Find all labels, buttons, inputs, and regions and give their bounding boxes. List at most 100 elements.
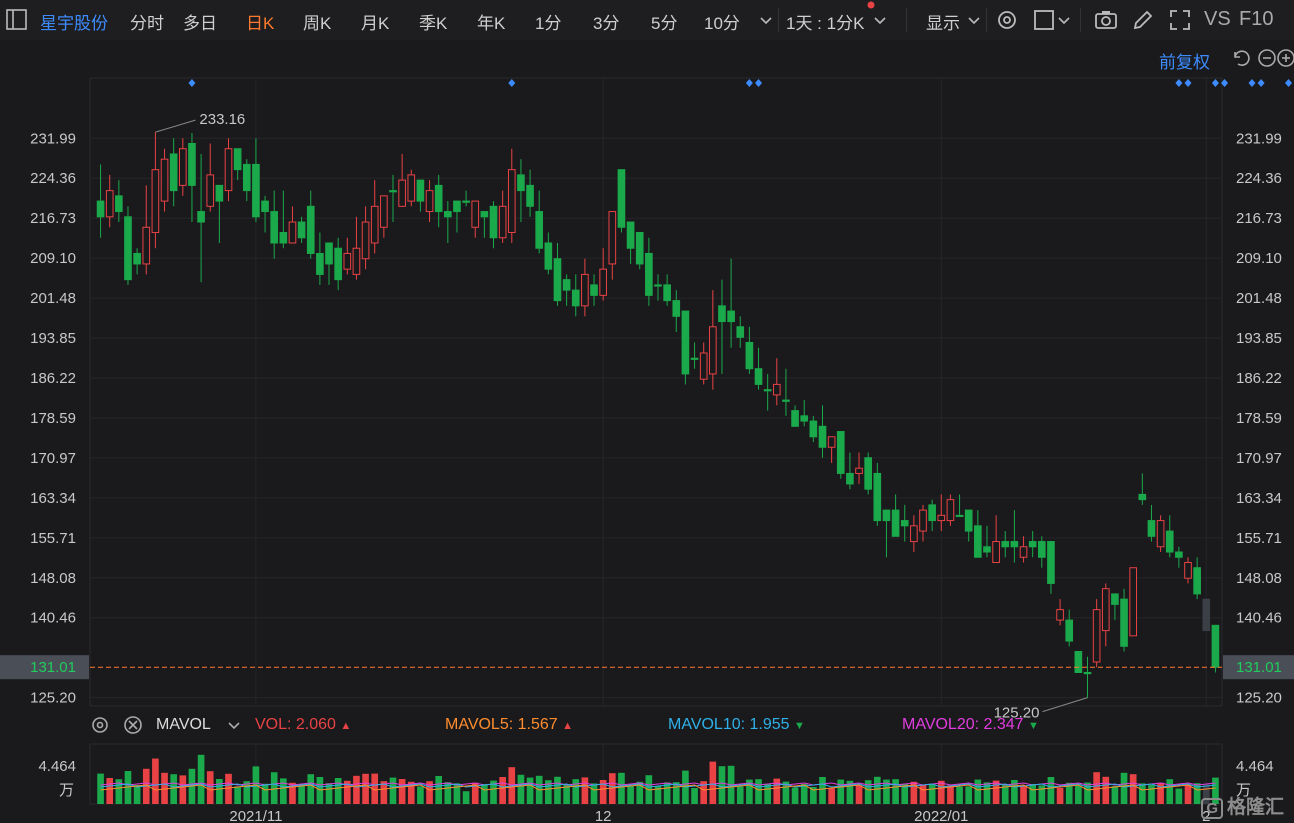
candle-body [425,190,434,213]
vs-button[interactable]: VS [1204,8,1231,30]
current-price-right: 131.01 [1236,659,1282,676]
candle-body [663,284,671,302]
volume-bar [864,780,872,804]
y-tick-right: 178.59 [1236,410,1282,427]
stock-name[interactable]: 星宇股份 [40,14,108,33]
volume-bar [572,779,580,804]
y-tick-left: 148.08 [30,570,76,587]
vol-y-tick-right: 4.464 [1236,758,1274,775]
chevron-down-icon[interactable] [1056,10,1072,30]
event-marker [755,79,763,87]
pencil-icon[interactable] [1131,8,1155,32]
candle-body [1175,551,1183,558]
candle-body [1001,541,1010,548]
volume-bar [298,784,305,804]
candle-body [407,174,416,202]
period-select[interactable]: 1天 : 1分K [786,14,865,33]
event-marker [745,79,753,87]
tab-8[interactable]: 3分 [593,14,620,33]
chevron-down-icon[interactable] [758,10,774,30]
volume-bar [965,786,973,804]
tab-1[interactable]: 多日 [183,14,217,33]
volume-bar [1065,782,1073,804]
tab-3[interactable]: 周K [303,14,332,33]
volume-bar [627,785,634,804]
event-marker [1175,79,1183,87]
volume-bar [1157,782,1164,804]
zoom-out-icon[interactable] [1257,48,1277,68]
volume-bar [234,786,241,804]
y-tick-left: 155.71 [30,530,76,547]
y-tick-left: 224.36 [30,170,76,187]
volume-bar [1084,782,1091,804]
y-tick-right: 193.85 [1236,330,1282,347]
candle-body [718,305,726,323]
vol-label-mavol10: MAVOL10: 1.955 ▼ [668,716,805,733]
volume-bar [1111,786,1119,804]
volume-bar [243,781,251,804]
candle-body [1120,598,1128,647]
notification-dot-icon [867,1,875,9]
adjust-select[interactable]: 前复权 [1159,53,1210,72]
volume-bar [545,780,552,804]
chevron-down-icon[interactable] [966,10,982,30]
max-label: 233.16 [199,111,245,128]
volume-bar [1029,784,1036,804]
candle-body [1138,493,1147,501]
sidebar-toggle-icon[interactable] [6,9,28,31]
volume-bar [1193,783,1201,804]
candle-body [736,326,745,338]
volume-bar [846,780,854,804]
chevron-down-icon[interactable] [872,10,888,30]
volume-bar [1212,777,1219,804]
candle-body [846,472,854,485]
volume-bar [855,785,863,804]
tab-4[interactable]: 月K [361,14,390,33]
tab-2[interactable]: 日K [246,14,275,33]
gear-icon[interactable] [90,715,110,735]
divider [778,8,779,32]
volume-bar [417,786,424,804]
fullscreen-icon[interactable] [1168,8,1192,32]
display-button[interactable]: 显示 [926,14,960,33]
candle-body [928,504,936,522]
volume-bar [663,782,671,804]
volume-bar [1001,785,1009,804]
chevron-down-icon[interactable] [226,718,242,734]
square-icon[interactable] [1033,8,1057,32]
camera-icon[interactable] [1094,8,1118,32]
tab-5[interactable]: 季K [419,14,448,33]
volume-bar [1020,786,1027,804]
y-tick-left: 231.99 [30,130,76,147]
f10-button[interactable]: F10 [1239,8,1274,30]
volume-bar [1056,788,1064,804]
volume-bar [517,774,525,804]
tab-9[interactable]: 5分 [651,14,678,33]
tab-10[interactable]: 10分 [704,14,740,33]
candle-body [1202,598,1211,632]
tab-6[interactable]: 年K [477,14,506,33]
volume-bar [152,758,159,804]
gear-icon[interactable] [995,8,1019,32]
candle-body [444,211,452,218]
zoom-in-icon[interactable] [1276,48,1294,68]
y-tick-right: 186.22 [1236,370,1282,387]
x-tick-label: 2022/01 [914,808,968,823]
candle-body [352,247,361,275]
volume-bar [444,782,452,804]
undo-icon[interactable] [1230,48,1250,68]
close-icon[interactable] [123,715,143,735]
tab-7[interactable]: 1分 [535,14,562,33]
candle-body [489,205,498,239]
volume-bar [197,754,205,804]
candle-body [992,541,1000,563]
candle-body [635,232,644,265]
indicator-name[interactable]: MAVOL [156,716,211,733]
candle-body [727,310,735,323]
tab-0[interactable]: 分时 [130,14,164,33]
candle-body [96,200,105,218]
volume-bar [983,782,991,804]
vol-unit-right: 万 [1236,782,1251,799]
volume-bar [1184,785,1192,804]
